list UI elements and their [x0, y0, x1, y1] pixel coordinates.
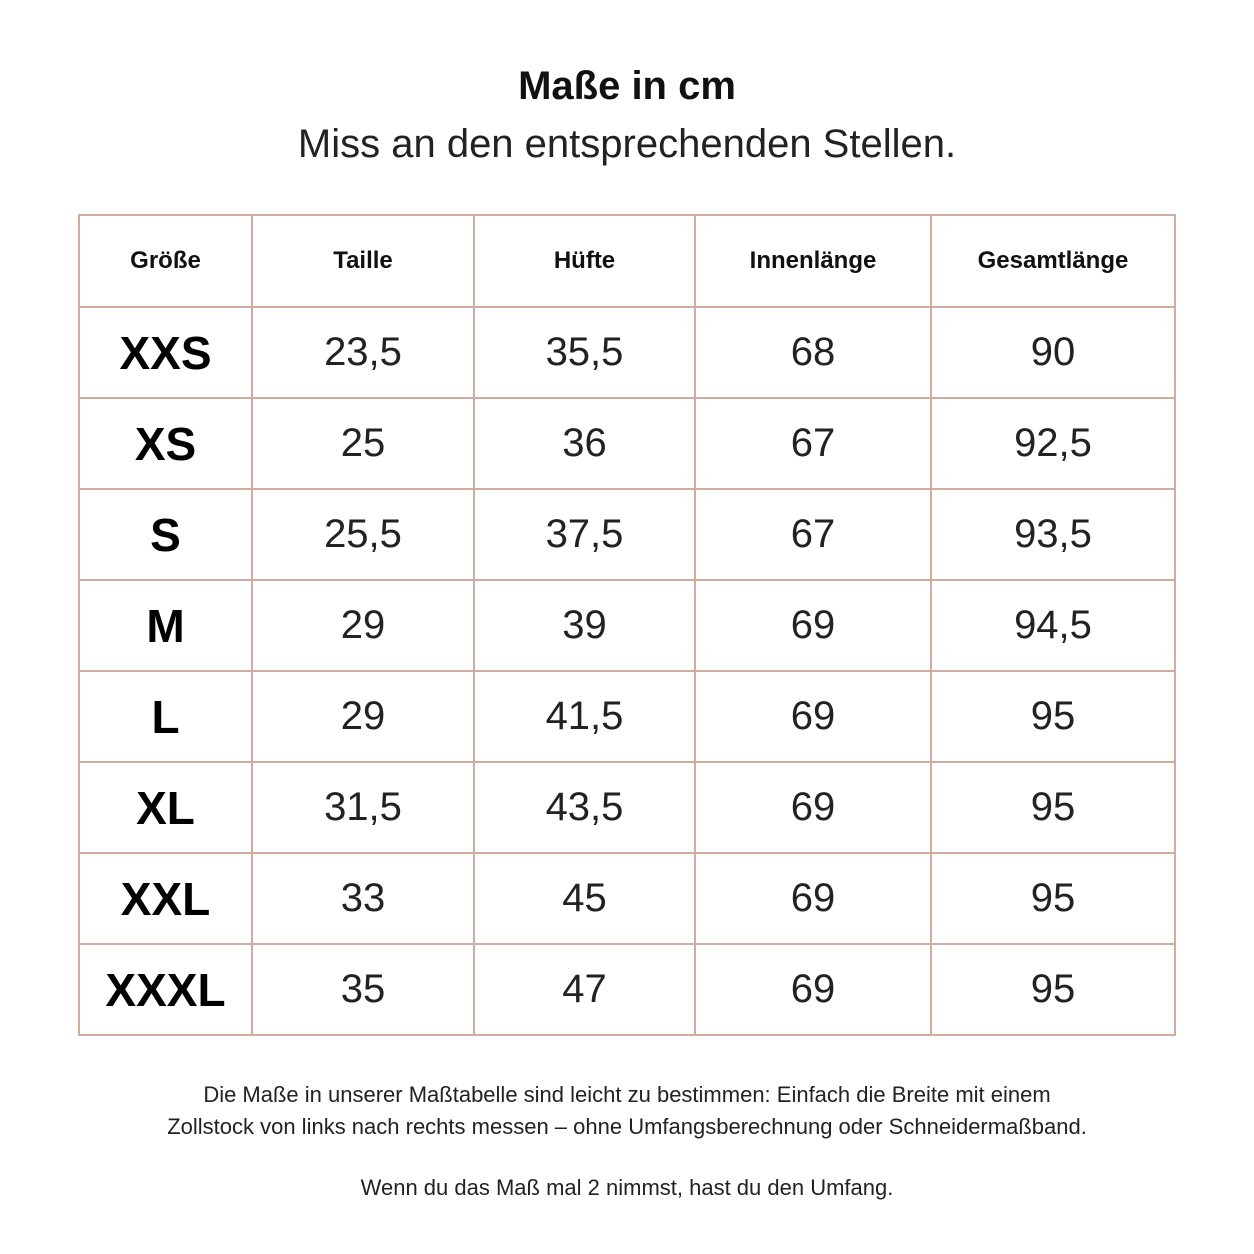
- measurement: 39: [473, 579, 696, 672]
- measurement: 47: [473, 943, 696, 1036]
- measurement: 69: [694, 579, 932, 672]
- footer-line: Wenn du das Maß mal 2 nimmst, hast du de…: [360, 1175, 894, 1200]
- table-row: S 25,5 37,5 67 93,5: [78, 488, 1176, 581]
- measurement: 69: [694, 943, 932, 1036]
- table-row: L 29 41,5 69 95: [78, 670, 1176, 763]
- table-body: XXS 23,5 35,5 68 90 XS 25 36 67 92,5 S 25,5 37,5 67 93…: [78, 306, 1176, 1036]
- measurement: 68: [694, 306, 932, 399]
- measurement: 29: [251, 579, 475, 672]
- measurement: 69: [694, 761, 932, 854]
- measurement: 92,5: [930, 397, 1176, 490]
- measurement: 95: [930, 943, 1176, 1036]
- column-header: Taille: [251, 214, 475, 308]
- column-header: Gesamtlänge: [930, 214, 1176, 308]
- measurement: 31,5: [251, 761, 475, 854]
- size-label: XS: [78, 397, 253, 490]
- size-label: XXS: [78, 306, 253, 399]
- measurement: 93,5: [930, 488, 1176, 581]
- size-label: S: [78, 488, 253, 581]
- subtitle: Miss an den entsprechenden Stellen.: [297, 122, 957, 166]
- size-label: XL: [78, 761, 253, 854]
- measurement: 95: [930, 761, 1176, 854]
- measurement: 69: [694, 852, 932, 945]
- measurement: 90: [930, 306, 1176, 399]
- table-row: XXXL 35 47 69 95: [78, 943, 1176, 1036]
- column-header: Hüfte: [473, 214, 696, 308]
- size-label: XXXL: [78, 943, 253, 1036]
- measurement: 35: [251, 943, 475, 1036]
- measurement: 95: [930, 852, 1176, 945]
- size-label: M: [78, 579, 253, 672]
- footer-line: Zollstock von links nach rechts messen –…: [167, 1114, 1087, 1139]
- measurement: 67: [694, 488, 932, 581]
- measurement: 94,5: [930, 579, 1176, 672]
- measurement: 25: [251, 397, 475, 490]
- table-row: XXS 23,5 35,5 68 90: [78, 306, 1176, 399]
- table-row: XXL 33 45 69 95: [78, 852, 1176, 945]
- measurement: 25,5: [251, 488, 475, 581]
- column-header: Größe: [78, 214, 253, 308]
- header-row: Größe Taille Hüfte Innenlänge Gesamtlänge: [78, 214, 1176, 308]
- measurement: 95: [930, 670, 1176, 763]
- measurement: 45: [473, 852, 696, 945]
- measurement: 69: [694, 670, 932, 763]
- measurement: 35,5: [473, 306, 696, 399]
- table-row: XL 31,5 43,5 69 95: [78, 761, 1176, 854]
- measurement: 41,5: [473, 670, 696, 763]
- footer-line: Die Maße in unserer Maßtabelle sind leic…: [203, 1082, 1051, 1107]
- title: Maße in cm: [518, 64, 736, 108]
- measurement: 29: [251, 670, 475, 763]
- table-row: M 29 39 69 94,5: [78, 579, 1176, 672]
- measurement: 23,5: [251, 306, 475, 399]
- size-table: Größe Taille Hüfte Innenlänge Gesamtlänge XX…: [78, 214, 1176, 1036]
- measurement: 36: [473, 397, 696, 490]
- column-header: Innenlänge: [694, 214, 932, 308]
- measurement: 37,5: [473, 488, 696, 581]
- measurement: 43,5: [473, 761, 696, 854]
- table-row: XS 25 36 67 92,5: [78, 397, 1176, 490]
- measurement: 33: [251, 852, 475, 945]
- size-label: XXL: [78, 852, 253, 945]
- size-label: L: [78, 670, 253, 763]
- measurement: 67: [694, 397, 932, 490]
